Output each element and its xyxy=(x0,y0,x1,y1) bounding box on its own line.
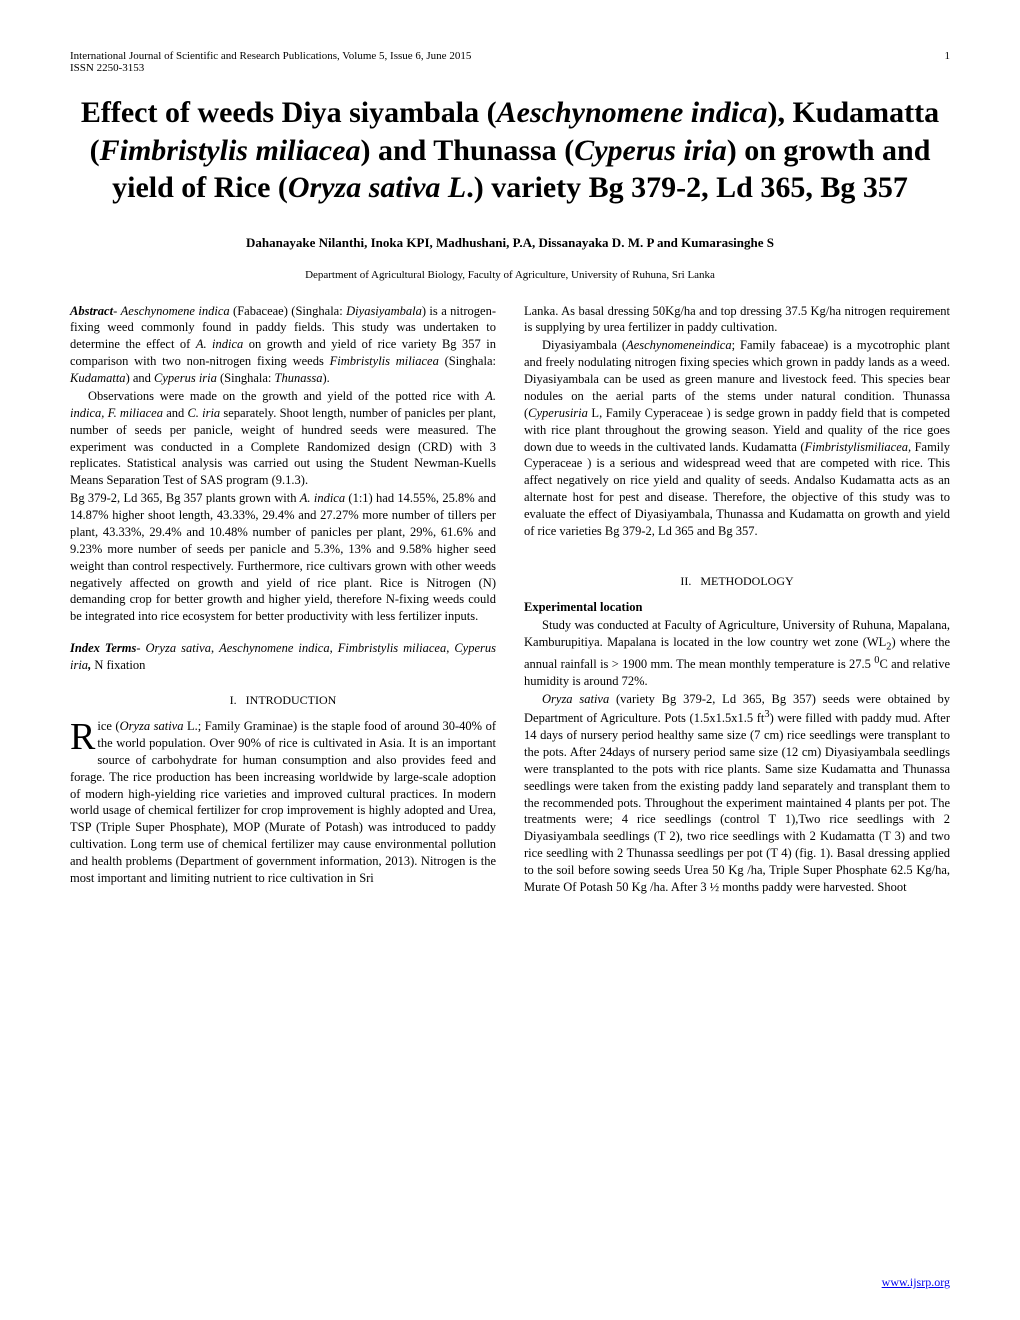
text: (Singhala: xyxy=(217,371,275,385)
title-text: .) variety Bg 379-2, Ld 365, Bg 357 xyxy=(466,171,908,204)
text: ) were filled with paddy mud. After 14 d… xyxy=(524,711,950,894)
species-name: Aeschynomene indica xyxy=(121,304,230,318)
intro-continuation: Lanka. As basal dressing 50Kg/ha and top… xyxy=(524,303,950,337)
text: ) and xyxy=(126,371,154,385)
authors: Dahanayake Nilanthi, Inoka KPI, Madhusha… xyxy=(70,235,950,251)
abstract-observations: Observations were made on the growth and… xyxy=(70,388,496,489)
species-name: Fimbristylis miliacea xyxy=(330,354,439,368)
title-text: Effect of weeds Diya siyambala ( xyxy=(81,96,497,129)
index-terms: Index Terms- Oryza sativa, Aeschynomene … xyxy=(70,640,496,674)
species-name: A. indica xyxy=(300,491,345,505)
left-column: Abstract- Aeschynomene indica (Fabaceae)… xyxy=(70,303,496,897)
text: (Fabaceae) (Singhala: xyxy=(230,304,347,318)
species-name: Kudamatta xyxy=(70,371,126,385)
text: ). xyxy=(322,371,329,385)
abstract-label: Abstract xyxy=(70,304,113,318)
index-terms-label: Index Terms xyxy=(70,641,136,655)
species-name: Oryza sativa xyxy=(120,719,184,733)
paper-title: Effect of weeds Diya siyambala (Aeschyno… xyxy=(70,94,950,207)
section-title: INTRODUCTION xyxy=(246,693,337,707)
introduction-paragraph: Rice (Oryza sativa L.; Family Graminae) … xyxy=(70,718,496,887)
species-name: Diyasiyambala xyxy=(346,304,422,318)
affiliation: Department of Agricultural Biology, Facu… xyxy=(70,269,950,281)
species-name: Oryza sativa xyxy=(542,692,609,706)
title-species: Fimbristylis miliacea xyxy=(100,134,361,167)
text: (Singhala: xyxy=(439,354,496,368)
two-column-body: Abstract- Aeschynomene indica (Fabaceae)… xyxy=(70,303,950,897)
diyasiyambala-paragraph: Diyasiyambala (Aeschynomeneindica; Famil… xyxy=(524,337,950,540)
species-name: Fimbristylismiliacea, xyxy=(805,440,912,454)
section-number: II. xyxy=(680,574,691,588)
text: (1:1) had 14.55%, 25.8% and 14.87% highe… xyxy=(70,491,496,623)
species-name: Thunassa xyxy=(275,371,323,385)
title-species: Aeschynomene indica xyxy=(497,96,768,129)
subheading-experimental-location: Experimental location xyxy=(524,599,950,616)
text: - xyxy=(113,304,121,318)
abstract-paragraph: Abstract- Aeschynomene indica (Fabaceae)… xyxy=(70,303,496,387)
page-number: 1 xyxy=(945,50,951,62)
species-name: Oryza sativa xyxy=(146,641,211,655)
title-species: Oryza sativa xyxy=(288,171,441,204)
title-species: Cyperus iria xyxy=(574,134,727,167)
text: N fixation xyxy=(91,658,145,672)
right-column: Lanka. As basal dressing 50Kg/ha and top… xyxy=(524,303,950,897)
issn: ISSN 2250-3153 xyxy=(70,62,950,74)
species-name: C. iria xyxy=(187,406,220,420)
text: - xyxy=(136,641,145,655)
section-introduction-header: I. INTRODUCTION xyxy=(70,692,496,708)
text: ice ( xyxy=(97,719,119,733)
title-species: L xyxy=(448,171,466,204)
abstract-results: Bg 379-2, Ld 365, Bg 357 plants grown wi… xyxy=(70,490,496,625)
text: Bg 379-2, Ld 365, Bg 357 plants grown wi… xyxy=(70,491,300,505)
text: Observations were made on the growth and… xyxy=(88,389,485,403)
species-name: Cyperus iria xyxy=(154,371,217,385)
methodology-materials: Oryza sativa (variety Bg 379-2, Ld 365, … xyxy=(524,691,950,896)
text: Diyasiyambala ( xyxy=(542,338,626,352)
text: and xyxy=(163,406,187,420)
species-name: Cyperusiria xyxy=(528,406,588,420)
text: Family Cyperaceae ) is a serious and wid… xyxy=(524,440,950,538)
section-methodology-header: II. METHODOLOGY xyxy=(524,573,950,589)
title-text: ) and Thunassa xyxy=(360,134,556,167)
species-name: Aeschynomene indica, Fimbristylis miliac… xyxy=(219,641,446,655)
title-text: ), xyxy=(767,96,785,129)
journal-info: International Journal of Scientific and … xyxy=(70,50,471,62)
text: L.; Family Graminae) is the staple food … xyxy=(70,719,496,885)
footer-link[interactable]: www.ijsrp.org xyxy=(882,1275,950,1290)
section-number: I. xyxy=(230,693,237,707)
species-name: A. indica xyxy=(196,337,244,351)
methodology-location: Study was conducted at Faculty of Agricu… xyxy=(524,617,950,690)
text: , xyxy=(211,641,219,655)
dropcap: R xyxy=(70,718,97,752)
page-header: International Journal of Scientific and … xyxy=(70,50,950,62)
title-text: ( xyxy=(564,134,574,167)
section-title: METHODOLOGY xyxy=(700,574,793,588)
species-name: Aeschynomeneindica xyxy=(626,338,732,352)
